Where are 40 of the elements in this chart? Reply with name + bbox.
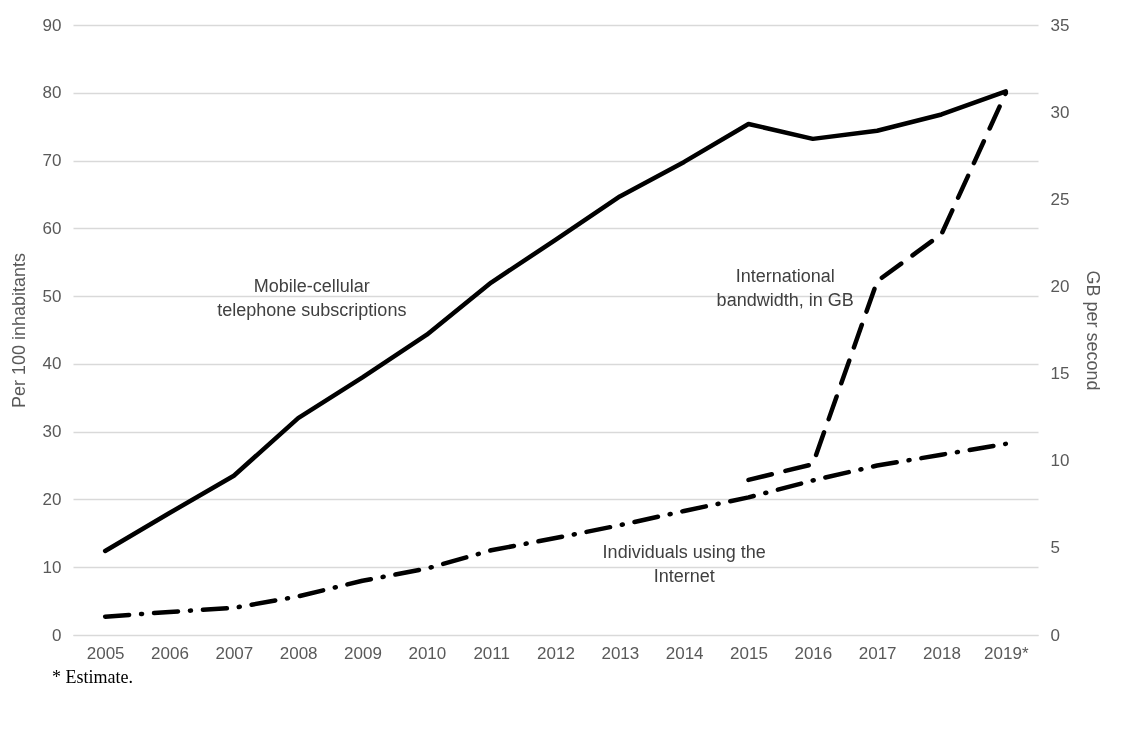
y-tick-label: 50 xyxy=(42,286,62,306)
x-tick-label: 2018 xyxy=(923,643,961,663)
x-tick-label: 2006 xyxy=(151,643,189,663)
x-tick-label: 2013 xyxy=(601,643,640,663)
y-tick-label: 30 xyxy=(42,422,62,442)
x-tick-label: 2015 xyxy=(730,643,768,663)
series-label: International bandwidth, in GB xyxy=(716,266,854,311)
y2-tick-label: 5 xyxy=(1050,538,1060,558)
y2-tick-label: 25 xyxy=(1050,189,1070,209)
y2-tick-label: 30 xyxy=(1050,102,1070,122)
y-tick-label: 20 xyxy=(42,489,62,509)
line-series xyxy=(102,441,1009,619)
y-tick-label: 10 xyxy=(42,557,62,577)
y2-tick-label: 0 xyxy=(1050,625,1060,645)
y2-tick-label: 35 xyxy=(1050,15,1070,35)
y-tick-label: 90 xyxy=(42,15,62,35)
x-tick-label: 2009 xyxy=(344,643,382,663)
x-tick-label: 2016 xyxy=(794,643,833,663)
series-label: Individuals using the Internet xyxy=(602,541,766,586)
x-tick-label: 2011 xyxy=(473,643,510,663)
x-tick-label: 2017 xyxy=(858,643,897,663)
y-tick-label: 70 xyxy=(42,151,62,171)
y-tick-label: 40 xyxy=(42,354,62,374)
x-tick-label: 2010 xyxy=(408,643,447,663)
x-tick-label: 2019* xyxy=(984,643,1029,663)
y-tick-label: 0 xyxy=(52,625,62,645)
y2-axis-title: GB per second xyxy=(1083,270,1104,391)
series-label: Mobile-cellular telephone subscriptions xyxy=(217,275,407,320)
y-tick-label: 80 xyxy=(42,83,62,103)
x-tick-label: 2014 xyxy=(665,643,704,663)
y2-tick-label: 10 xyxy=(1050,451,1070,471)
y-axis-title: Per 100 inhabitants xyxy=(8,252,29,409)
x-tick-label: 2005 xyxy=(86,643,125,663)
y-tick-label: 60 xyxy=(42,218,62,238)
text: * Estimate. xyxy=(52,667,134,688)
x-tick-label: 2007 xyxy=(215,643,254,663)
y2-tick-label: 20 xyxy=(1050,276,1070,296)
y2-tick-label: 15 xyxy=(1050,364,1070,384)
x-tick-label: 2008 xyxy=(279,643,318,663)
x-tick-label: 2012 xyxy=(537,643,575,663)
